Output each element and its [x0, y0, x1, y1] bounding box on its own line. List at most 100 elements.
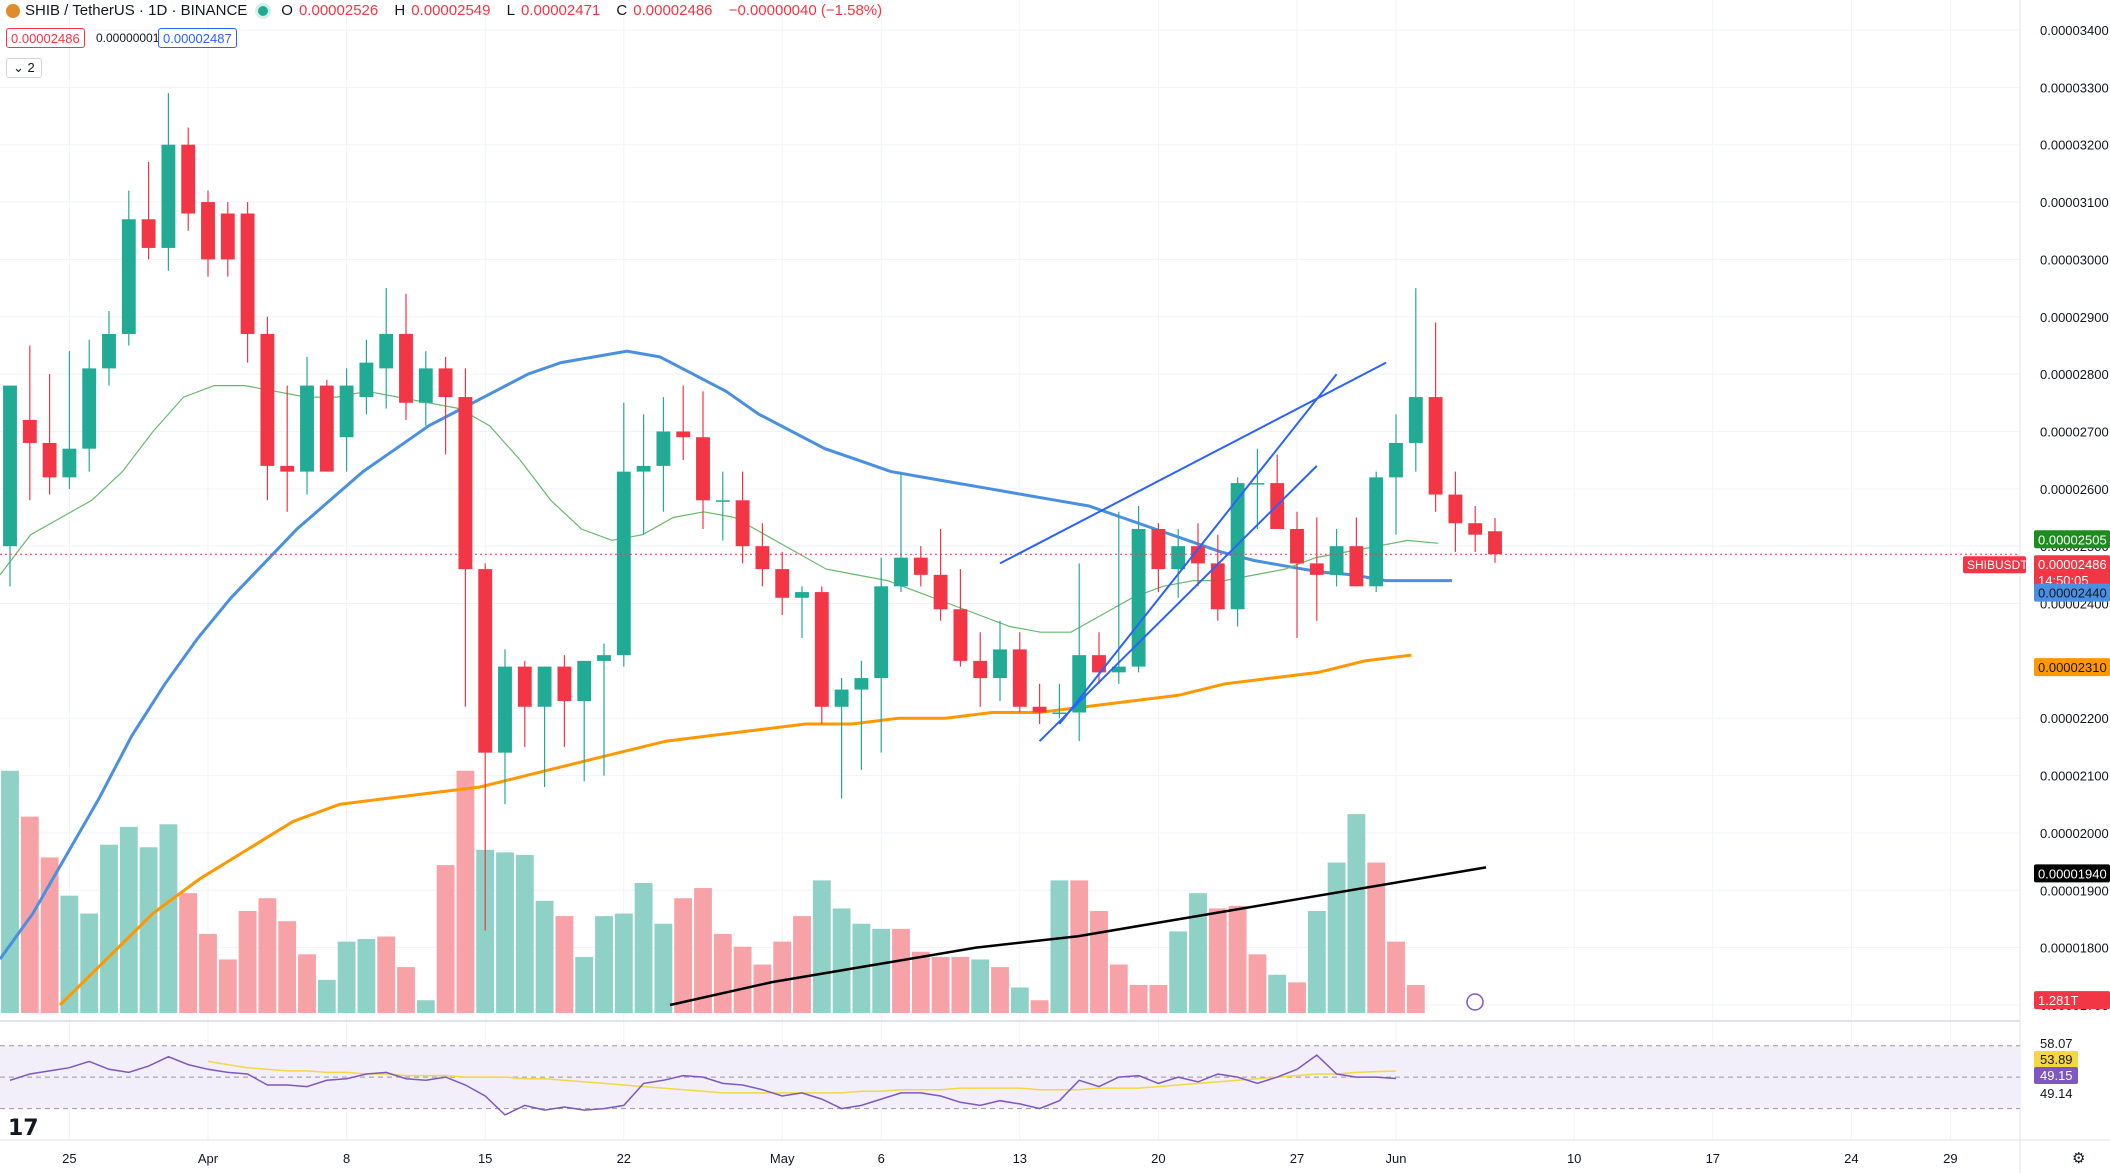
time-tick-label: 10: [1567, 1151, 1581, 1166]
candle-body: [1012, 649, 1027, 707]
volume-bar: [238, 911, 257, 1013]
volume-value-tag-bg: [2034, 991, 2110, 1010]
time-tick-label: 20: [1151, 1151, 1165, 1166]
candle-body: [913, 557, 928, 575]
volume-bar: [1248, 954, 1267, 1013]
price-tick-label: 0.00001800: [2040, 941, 2109, 956]
candle-body: [557, 666, 572, 702]
volume-bar: [535, 900, 554, 1013]
symbol-tag: SHIBUSDT: [1967, 558, 2028, 572]
time-tick-label: May: [770, 1151, 795, 1166]
price-tick-label: 0.00002800: [2040, 367, 2109, 382]
trendline: [999, 361, 1387, 565]
volume-bar: [436, 865, 455, 1013]
volume-ma-price-tag: 0.00001940: [2038, 866, 2107, 881]
candle-body: [755, 546, 770, 570]
volume-bar: [1129, 984, 1148, 1013]
candle-body: [478, 569, 493, 753]
rsi-tick-label: 49.14: [2040, 1086, 2073, 1101]
price-tick-label: 0.00002000: [2040, 826, 2109, 841]
volume-bar: [694, 888, 712, 1013]
volume-bar: [139, 847, 158, 1013]
volume-bar: [971, 959, 990, 1013]
ma-orange-price-tag: 0.00002310: [2038, 660, 2107, 675]
candle-body: [1230, 483, 1245, 610]
volume-bar: [872, 928, 891, 1013]
ma-black-line: [669, 866, 1487, 1007]
volume-bar: [80, 913, 99, 1013]
sell-button[interactable]: 0.00002486: [6, 28, 85, 48]
volume-bar: [337, 941, 356, 1013]
tradingview-logo-icon[interactable]: 17: [8, 1116, 39, 1141]
candle-body: [1092, 655, 1106, 673]
trendlines[interactable]: [999, 361, 1387, 742]
volume-bar: [298, 954, 316, 1013]
ma-green-price-tag-bg: [2034, 530, 2110, 549]
time-axis[interactable]: 25 Apr 8 15 22 May 6 13 20 27 Jun 10 17 24 29 ⚙: [62, 993, 2085, 1167]
volume-bar: [20, 816, 39, 1013]
candle-body: [1309, 563, 1324, 575]
time-tick-label: 6: [878, 1151, 885, 1166]
candle-body: [339, 385, 354, 438]
high-value: 0.00002549: [411, 2, 491, 19]
candle-body: [62, 448, 77, 478]
market-status-icon: [258, 5, 269, 16]
price-axis[interactable]: 0.00003400 0.00003300 0.00003200 0.00003100…: [1963, 23, 2110, 1013]
candle-body: [1448, 494, 1463, 524]
rsi-line: [9, 1054, 1397, 1116]
volume-bar: [793, 916, 811, 1013]
time-tick-label: 22: [617, 1151, 631, 1166]
rsi-tag-bg: [2034, 1051, 2078, 1068]
candle-body: [201, 202, 215, 260]
settings-gear-icon[interactable]: ⚙: [2072, 1149, 2085, 1167]
candle-body: [300, 385, 314, 472]
indicators-toggle-button[interactable]: ⌄ 2: [6, 58, 42, 78]
candle-body: [597, 655, 611, 661]
candle-body: [399, 333, 413, 403]
candle-body: [735, 500, 750, 547]
candle-body: [1250, 483, 1265, 485]
buy-button[interactable]: 0.00002487: [158, 28, 237, 48]
candle-body: [953, 609, 968, 661]
candle-body: [260, 333, 275, 466]
volume-bar: [713, 933, 732, 1013]
candle-body: [933, 574, 948, 610]
time-tick-label: Jun: [1386, 1151, 1407, 1166]
volume-bar: [812, 880, 831, 1013]
volume-bar: [159, 824, 178, 1013]
candle-body: [1052, 712, 1067, 714]
shib-coin-icon: [6, 3, 20, 18]
candle-body: [379, 333, 394, 369]
volume-bar: [1050, 880, 1069, 1013]
price-tick-label: 0.00003400: [2040, 23, 2109, 38]
candle-body: [775, 569, 790, 598]
volume-bar: [218, 959, 237, 1013]
volume-bar: [1030, 1000, 1049, 1013]
candle-body: [814, 592, 829, 707]
candle-body: [42, 442, 57, 478]
candle-body: [854, 678, 869, 690]
candle-body: [1428, 397, 1443, 495]
alert-bolt-icon[interactable]: [1466, 993, 1484, 1011]
ma-blue-line: [0, 349, 1452, 960]
symbol-title[interactable]: SHIB / TetherUS · 1D · BINANCE: [25, 2, 248, 19]
volume-bar: [515, 854, 534, 1013]
time-tick-label: Apr: [198, 1151, 219, 1166]
candle-body: [1191, 546, 1205, 564]
candle-body: [102, 333, 116, 369]
candle-body: [1032, 706, 1047, 713]
volume-bar: [1010, 987, 1029, 1013]
ma-blue-price-tag: 0.00002440: [2038, 586, 2107, 601]
candle-body: [1290, 528, 1304, 564]
candle-body: [220, 213, 235, 260]
volume-bar: [1347, 814, 1366, 1013]
ma-green-price-tag: 0.00002505: [2038, 532, 2107, 547]
volume-bar: [1070, 880, 1089, 1013]
candle-body: [636, 465, 651, 472]
volume-bar: [892, 928, 910, 1013]
symbol-legend[interactable]: SHIB / TetherUS · 1D · BINANCE O 0.000025…: [6, 2, 888, 19]
symbol-tag-bg: [1963, 556, 2026, 574]
volume-bar: [614, 913, 633, 1013]
volume-value-tag: 1.281T: [2038, 993, 2079, 1008]
